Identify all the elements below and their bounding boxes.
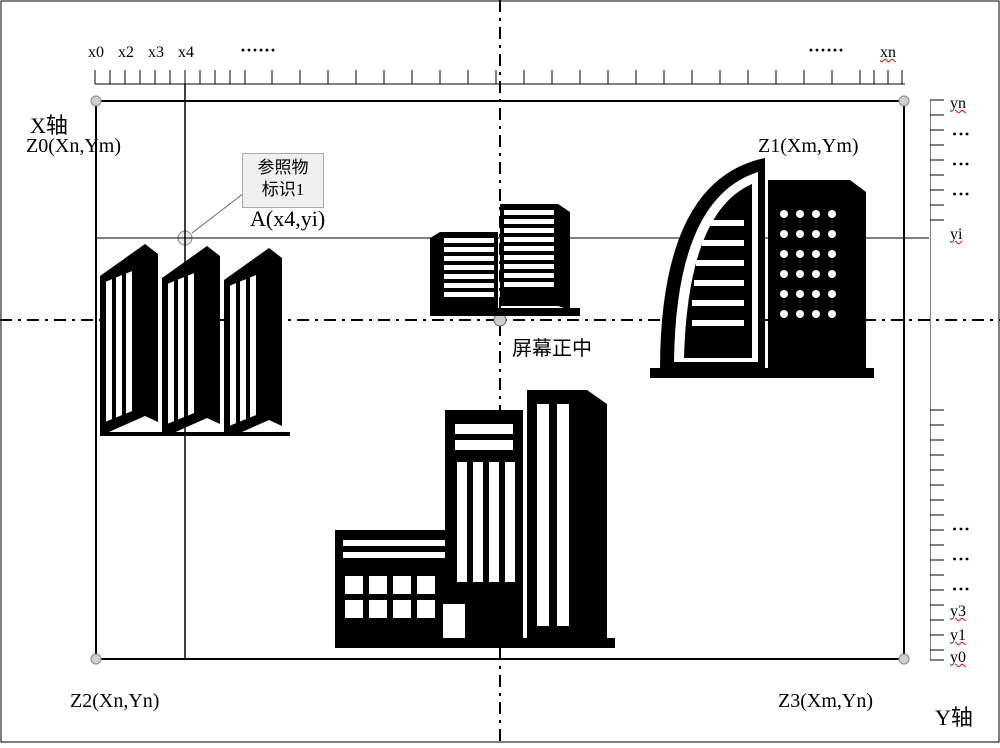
building-top-mid [430, 204, 600, 319]
point-a-callout: 参照物 标识1 [242, 153, 324, 208]
corner-z0: Z0(Xn,Ym) [26, 135, 121, 158]
building-right [650, 150, 880, 380]
point-a-label: A(x4,yi) [250, 206, 325, 232]
center-label: 屏幕正中 [512, 332, 592, 361]
corner-z3: Z3(Xm,Yn) [778, 690, 873, 713]
building-bottom [335, 390, 635, 650]
diagram-canvas: X轴 Y轴 x0 x2 x3 x4 ······ ······ xn yn yi… [0, 0, 1000, 743]
building-left [100, 236, 330, 436]
corner-z2: Z2(Xn,Yn) [70, 690, 159, 713]
